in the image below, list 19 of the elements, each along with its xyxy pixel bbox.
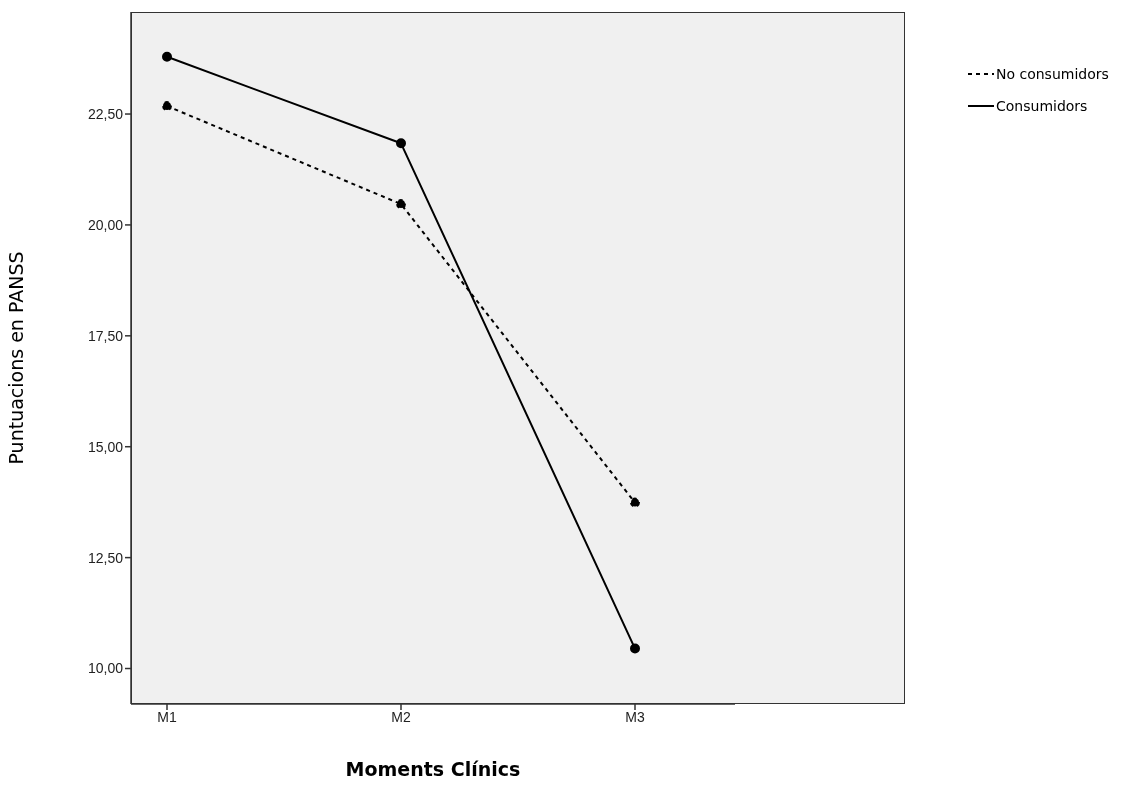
x-axis-title: Moments Clínics — [345, 758, 521, 780]
point — [630, 643, 640, 654]
legend-label: No consumidors — [996, 66, 1109, 82]
x-tick-label: M3 — [625, 708, 645, 725]
legend-label: Consumidors — [996, 98, 1088, 114]
y-tick-label: 15,00 — [87, 438, 124, 455]
y-tick-label: 12,50 — [87, 549, 124, 566]
x-tick-label: M2 — [391, 708, 411, 725]
x-tick-label: M1 — [157, 708, 177, 725]
point — [396, 199, 406, 210]
y-tick-label: 17,50 — [87, 327, 124, 344]
y-axis-title: Puntuacions en PANSS — [4, 251, 27, 465]
point — [630, 497, 640, 508]
y-tick-label: 22,50 — [87, 106, 124, 122]
y-tick-label: 20,00 — [87, 216, 124, 233]
point — [396, 138, 406, 149]
point — [162, 101, 172, 112]
point — [162, 51, 172, 62]
y-tick-label: 10,00 — [87, 660, 124, 677]
